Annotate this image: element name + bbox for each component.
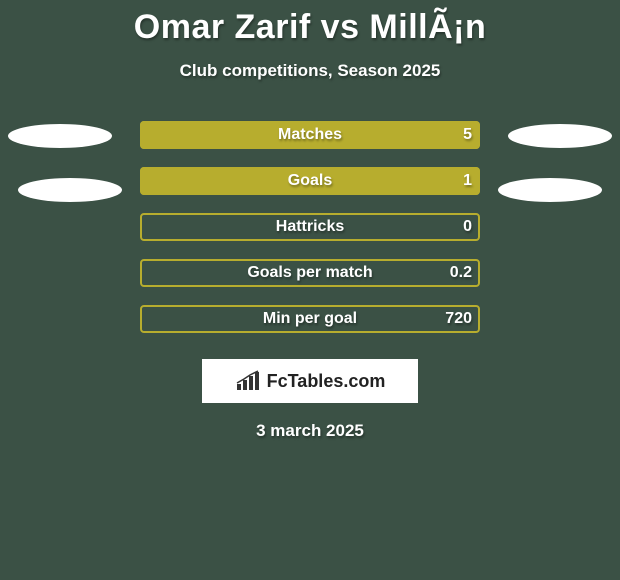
subtitle: Club competitions, Season 2025 — [0, 61, 620, 81]
logo-box: FcTables.com — [202, 359, 418, 403]
stat-label: Matches — [278, 126, 342, 144]
stat-label: Goals per match — [247, 264, 372, 282]
stat-value: 5 — [463, 126, 472, 144]
stat-row-goals: Goals 1 — [140, 167, 480, 195]
stat-value: 720 — [445, 310, 472, 328]
decoration-ellipse — [18, 178, 122, 202]
stat-value: 1 — [463, 172, 472, 190]
chart-icon — [235, 370, 263, 392]
stats-container: Matches 5 Goals 1 Hattricks 0 Goals per … — [0, 121, 620, 333]
stat-label: Min per goal — [263, 310, 357, 328]
comparison-card: Omar Zarif vs MillÃ¡n Club competitions,… — [0, 0, 620, 580]
decoration-ellipse — [8, 124, 112, 148]
page-title: Omar Zarif vs MillÃ¡n — [0, 0, 620, 47]
stat-value: 0.2 — [450, 264, 472, 282]
stat-row-hattricks: Hattricks 0 — [140, 213, 480, 241]
stat-label: Hattricks — [276, 218, 344, 236]
decoration-ellipse — [508, 124, 612, 148]
stat-label: Goals — [288, 172, 332, 190]
stat-row-matches: Matches 5 — [140, 121, 480, 149]
stat-value: 0 — [463, 218, 472, 236]
stat-row-goals-per-match: Goals per match 0.2 — [140, 259, 480, 287]
date-label: 3 march 2025 — [0, 421, 620, 441]
stat-row-min-per-goal: Min per goal 720 — [140, 305, 480, 333]
logo-text: FcTables.com — [267, 371, 386, 392]
decoration-ellipse — [498, 178, 602, 202]
